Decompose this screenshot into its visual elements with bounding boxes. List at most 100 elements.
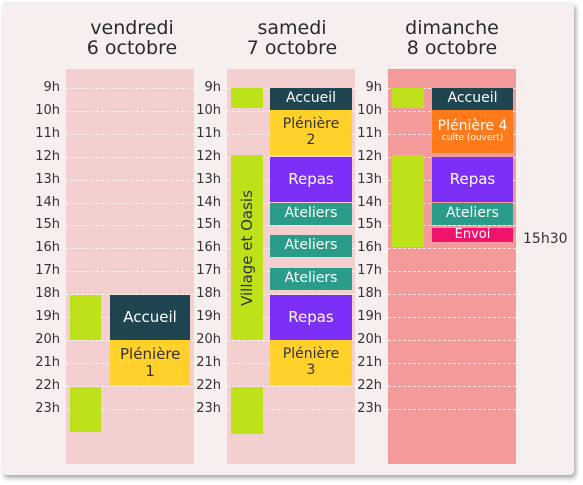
hour-label: 17h: [196, 263, 221, 279]
hour-label: 16h: [357, 240, 382, 256]
event-saturday-ateliers-1[interactable]: Ateliers: [270, 203, 352, 225]
event-sunday-repas[interactable]: Repas: [432, 157, 513, 202]
sunday-block-lime[interactable]: [392, 155, 424, 247]
end-time-label: 15h30: [523, 231, 568, 247]
hour-label: 13h: [35, 171, 60, 187]
hour-label: 10h: [357, 102, 382, 118]
hour-gridline: [66, 248, 194, 250]
hour-gridline: [66, 225, 194, 227]
event-saturday-repas-2[interactable]: Repas: [270, 295, 352, 340]
hour-label: 10h: [35, 102, 60, 118]
hour-label: 23h: [35, 400, 60, 416]
hour-gridline: [388, 339, 516, 341]
event-friday-accueil[interactable]: Accueil: [110, 295, 190, 340]
hour-gridline: [66, 385, 194, 387]
event-saturday-pleniere-2[interactable]: Plénière 2: [270, 110, 352, 155]
hour-label: 22h: [357, 377, 382, 393]
event-label: Accueil: [286, 90, 336, 107]
hour-label: 13h: [357, 171, 382, 187]
hour-label: 11h: [196, 125, 221, 141]
event-label: Ateliers: [446, 205, 499, 222]
event-sunday-accueil[interactable]: Accueil: [432, 88, 513, 110]
event-label: Repas: [449, 170, 496, 189]
event-saturday-pleniere-3[interactable]: Plénière 3: [270, 340, 352, 385]
hour-label: 21h: [196, 354, 221, 370]
event-friday-pleniere-1[interactable]: Plénière 1: [110, 340, 190, 385]
hour-label: 15h: [35, 217, 60, 233]
saturday-block-lime-morning[interactable]: [231, 88, 263, 108]
hour-label: 12h: [357, 148, 382, 164]
hour-label: 22h: [35, 377, 60, 393]
day-name: samedi: [257, 17, 327, 39]
event-label: Plénière 2: [282, 116, 340, 148]
hour-gridline: [66, 408, 194, 410]
event-saturday-accueil[interactable]: Accueil: [270, 88, 352, 110]
hour-label: 12h: [196, 148, 221, 164]
hour-label: 14h: [196, 194, 221, 210]
hour-label: 19h: [35, 309, 60, 324]
hour-gridline: [66, 133, 194, 135]
hour-gridline: [388, 248, 516, 250]
hour-label: 14h: [35, 194, 60, 210]
event-label: Village et Oasis: [237, 189, 256, 306]
event-saturday-ateliers-3[interactable]: Ateliers: [270, 268, 352, 290]
hour-gridline: [388, 408, 516, 410]
event-label: Ateliers: [284, 237, 338, 254]
friday-block-lime-late[interactable]: [70, 387, 101, 432]
event-saturday-ateliers-2[interactable]: Ateliers: [270, 235, 352, 257]
hour-label: 23h: [357, 400, 382, 416]
hour-gridline: [227, 225, 355, 227]
event-sunday-ateliers[interactable]: Ateliers: [432, 203, 513, 225]
hour-gridline: [388, 385, 516, 387]
event-sunday-envoi[interactable]: Envoi: [432, 226, 513, 242]
event-saturday-repas-1[interactable]: Repas: [270, 157, 352, 202]
hour-label: 19h: [196, 309, 221, 324]
hour-gridline: [227, 408, 355, 410]
hour-label: 19h: [357, 309, 382, 324]
day-date: 8 octobre: [406, 37, 498, 59]
hour-gridline: [388, 294, 516, 296]
hour-label: 20h: [35, 331, 60, 347]
hour-gridline: [388, 225, 516, 227]
hour-gridline: [388, 362, 516, 364]
event-label: Envoi: [454, 226, 491, 242]
hour-label: 17h: [35, 263, 60, 279]
day-header-friday: vendredi 6 octobre: [57, 18, 207, 58]
event-label: Repas: [288, 308, 334, 327]
day-date: 7 octobre: [246, 37, 338, 59]
hour-label: 12h: [35, 148, 60, 164]
hour-label: 18h: [357, 286, 382, 302]
sunday-block-lime-morning[interactable]: [392, 88, 424, 108]
day-header-sunday: dimanche 8 octobre: [377, 18, 527, 58]
hour-gridline: [227, 385, 355, 387]
hour-label: 15h: [196, 217, 221, 233]
hour-label: 22h: [196, 377, 221, 393]
hour-label: 16h: [35, 240, 60, 256]
event-sunday-pleniere-4[interactable]: Plénière 4 culte (ouvert): [432, 110, 513, 153]
hour-label: 15h: [357, 217, 382, 233]
hour-label: 9h: [43, 80, 60, 95]
day-name: dimanche: [405, 17, 499, 39]
event-label: Accueil: [123, 308, 177, 327]
hour-label: 16h: [196, 240, 221, 256]
hour-label: 17h: [357, 263, 382, 279]
hour-label: 18h: [196, 286, 221, 302]
friday-block-lime[interactable]: [70, 295, 101, 340]
hour-label: 23h: [196, 400, 221, 416]
schedule-frame: vendredi 6 octobre samedi 7 octobre dima…: [2, 2, 574, 475]
event-sublabel: culte (ouvert): [441, 133, 504, 144]
event-label: Plénière 4: [437, 117, 508, 134]
event-saturday-village-oasis[interactable]: Village et Oasis: [231, 155, 263, 340]
hour-label: 9h: [365, 80, 382, 95]
hour-label: 14h: [357, 194, 382, 210]
hour-label: 9h: [204, 80, 221, 95]
event-label: Ateliers: [284, 270, 338, 287]
hour-label: 21h: [357, 354, 382, 370]
event-label: Repas: [288, 170, 334, 189]
hour-label: 13h: [196, 171, 221, 187]
hour-label: 21h: [35, 354, 60, 370]
hour-gridline: [66, 88, 194, 89]
hour-gridline: [66, 202, 194, 204]
hour-gridline: [388, 271, 516, 273]
saturday-block-lime-late[interactable]: [231, 387, 263, 434]
